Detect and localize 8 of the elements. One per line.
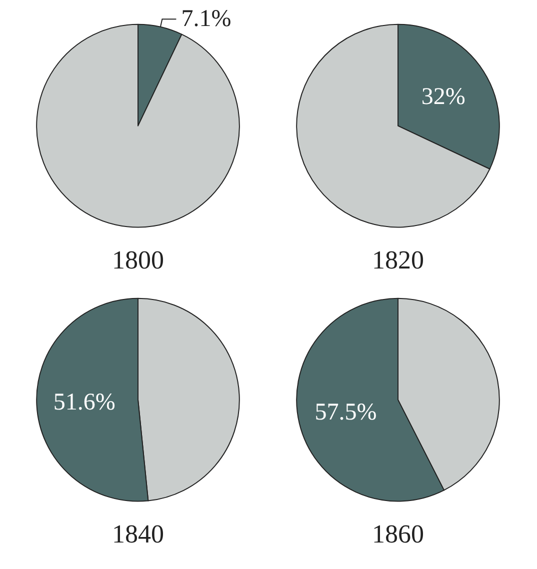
- text: 1800: [112, 246, 164, 274]
- data-label: 57.5%: [314, 399, 377, 426]
- text: 1860: [372, 520, 424, 548]
- data-label: 7.1%: [181, 6, 232, 32]
- text: 1840: [112, 520, 164, 548]
- data-label: 51.6%: [53, 390, 116, 416]
- data-label: 32%: [421, 84, 466, 110]
- text: 1820: [372, 246, 424, 274]
